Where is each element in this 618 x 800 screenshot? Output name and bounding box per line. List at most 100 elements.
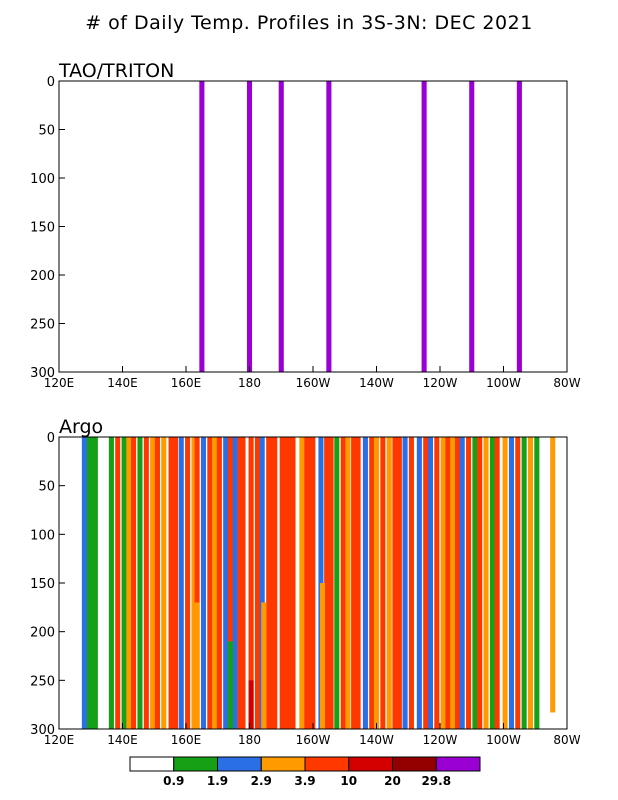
argo-bar-41	[380, 437, 386, 729]
argo-bar-47	[423, 437, 429, 729]
argo-bar-69	[227, 641, 233, 729]
argo-bar-45	[408, 437, 414, 729]
argo-bar-21	[223, 437, 229, 729]
argo-bar-26	[254, 437, 260, 729]
argo-bar-10	[154, 437, 160, 729]
legend-swatch	[173, 756, 218, 772]
argo-bar-54	[459, 437, 465, 729]
argo-bar-43	[392, 437, 402, 729]
x-tick-label: 140E	[107, 376, 138, 390]
argo-bar-64	[521, 437, 527, 729]
argo-bar-35	[340, 437, 346, 729]
tao-triton-x-axis: 120E 140E 160E 180 160W 140W 120W 100W 80W	[44, 366, 581, 390]
tao-triton-bars	[199, 81, 522, 372]
color-legend: 0.9 1.9 2.9 3.9 10 20 29.8	[129, 756, 481, 788]
tao-bar-2	[278, 81, 284, 372]
x-tick-label: 140W	[359, 733, 394, 747]
argo-bar-68	[194, 602, 200, 729]
y-tick-label: 0	[47, 431, 55, 446]
x-tick-label: 100W	[486, 733, 521, 747]
x-tick-label: 180	[238, 376, 261, 390]
argo-bar-65	[527, 437, 534, 729]
argo-bar-50	[440, 437, 446, 729]
argo-bar-40	[373, 437, 380, 729]
argo-bar-62	[508, 437, 514, 729]
argo-bar-14	[185, 437, 191, 729]
argo-bar-13	[178, 437, 184, 729]
argo-bar-51	[445, 437, 451, 729]
argo-panel-label: Argo	[59, 416, 103, 438]
argo-y-axis: 0 50 100 150 200 250 300	[30, 431, 65, 738]
y-tick-label: 200	[30, 269, 55, 284]
legend-swatch	[392, 756, 437, 772]
x-tick-label: 120W	[423, 376, 458, 390]
argo-bar-15	[191, 437, 197, 729]
tao-bar-0	[199, 81, 205, 372]
legend-label: 29.8	[421, 774, 451, 788]
legend-swatch	[129, 756, 175, 772]
argo-bar-19	[212, 437, 218, 729]
tao-triton-panel-label: TAO/TRITON	[58, 60, 174, 82]
argo-bar-2	[108, 437, 114, 729]
figure-title: # of Daily Temp. Profiles in 3S-3N: DEC …	[85, 12, 533, 34]
x-tick-label: 120E	[44, 733, 75, 747]
x-tick-label: 140E	[107, 733, 138, 747]
tao-triton-y-axis: 0 50 100 150 200 250 300	[30, 75, 65, 381]
argo-bar-33	[324, 437, 334, 729]
y-tick-label: 250	[30, 674, 55, 689]
x-tick-label: 120W	[423, 733, 458, 747]
argo-bar-5	[126, 437, 132, 729]
y-tick-label: 150	[30, 221, 55, 236]
argo-bar-52	[450, 437, 456, 729]
argo-bar-29	[279, 437, 296, 729]
tao-bar-4	[421, 81, 427, 372]
argo-bar-72	[319, 583, 326, 729]
argo-bar-22	[227, 437, 233, 729]
tao-bar-3	[326, 81, 332, 372]
legend-swatch	[217, 756, 262, 772]
argo-bar-42	[386, 437, 392, 729]
y-tick-label: 250	[30, 318, 55, 333]
argo-bar-23	[232, 437, 238, 729]
argo-bar-3	[115, 437, 121, 729]
argo-bar-28	[266, 437, 278, 729]
x-tick-label: 160E	[171, 376, 202, 390]
argo-bar-18	[207, 437, 213, 729]
legend-label: 20	[384, 774, 401, 788]
x-tick-label: 120E	[44, 376, 75, 390]
x-tick-label: 160W	[296, 376, 331, 390]
argo-bar-7	[137, 437, 143, 729]
argo-bar-24	[237, 437, 246, 729]
y-tick-label: 100	[30, 172, 55, 187]
argo-bar-34	[334, 437, 340, 729]
argo-bar-27	[259, 437, 265, 729]
legend-swatch	[260, 756, 306, 772]
argo-bar-25	[248, 437, 254, 729]
argo-bar-37	[351, 437, 361, 729]
argo-bar-67	[550, 437, 556, 713]
argo-bar-71	[261, 602, 267, 729]
argo-x-axis: 120E 140E 160E 180 160W 140W 120W 100W 80W	[44, 723, 581, 747]
argo-bar-55	[466, 437, 472, 729]
y-tick-label: 50	[38, 124, 55, 139]
argo-bar-63	[515, 437, 521, 729]
argo-bar-31	[304, 437, 316, 729]
argo-bar-12	[168, 437, 179, 729]
x-tick-label: 160W	[296, 733, 331, 747]
x-tick-label: 80W	[553, 733, 580, 747]
argo-bar-30	[299, 437, 305, 729]
argo-bar-16	[194, 437, 200, 729]
y-tick-label: 50	[38, 480, 55, 495]
argo-bars	[81, 437, 556, 729]
y-tick-label: 300	[30, 723, 55, 738]
argo-bar-57	[477, 437, 483, 729]
argo-panel: 0 50 100 150 200 250 300 120E 140E 160E 180 160W 14…	[30, 416, 581, 747]
tao-triton-plot-frame	[58, 80, 568, 373]
argo-bar-48	[427, 437, 434, 729]
legend-swatch	[304, 756, 350, 772]
argo-bar-8	[143, 437, 149, 729]
tao-bar-6	[516, 81, 522, 372]
legend-label: 1.9	[207, 774, 228, 788]
legend-label: 0.9	[163, 774, 184, 788]
